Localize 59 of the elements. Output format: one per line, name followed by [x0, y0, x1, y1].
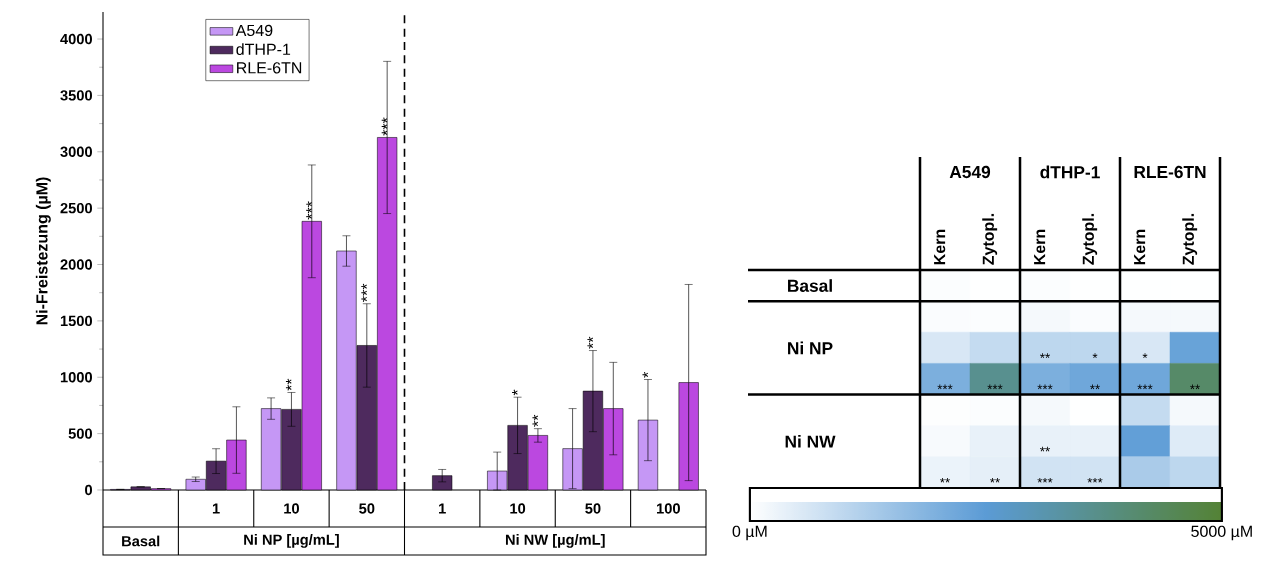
y-tick-label: Basal: [788, 279, 832, 292]
y-tick-label: Ni NP: [788, 341, 833, 355]
y-tick-label: 500: [68, 428, 92, 439]
y-tick-label: 2500: [60, 202, 92, 214]
y-tick-label: 4000: [60, 33, 92, 45]
x-tick-label: Kern: [934, 229, 946, 265]
x-tick-label: 100: [657, 503, 680, 514]
y-tick-label: 3000: [60, 146, 92, 157]
data-label: ***: [361, 283, 367, 302]
x-tick-label: Zytopl.: [1182, 213, 1198, 265]
y-tick-label: 3500: [60, 90, 92, 101]
text: Ni NP [µg/mL]: [244, 534, 339, 548]
data-label: ***: [1137, 384, 1153, 390]
data-label: *: [1142, 353, 1148, 359]
x-tick-label: 1: [439, 503, 446, 514]
x-tick-label: 1: [212, 503, 220, 514]
data-label: *: [1092, 353, 1098, 359]
data-label: ***: [987, 384, 1003, 390]
x-tick-label: Kern: [1134, 229, 1146, 265]
data-label: **: [1040, 446, 1050, 452]
x-tick-label: 10: [284, 503, 299, 514]
y-tick-label: 1000: [60, 372, 92, 383]
text: A549: [949, 165, 991, 179]
data-label: **: [1190, 384, 1200, 390]
data-label: ***: [1087, 477, 1103, 483]
data-label: **: [587, 336, 594, 349]
data-label: **: [940, 477, 950, 483]
data-label: **: [990, 477, 1000, 483]
x-tick-label: 50: [585, 503, 601, 514]
legend-label: dTHP-1: [236, 43, 291, 55]
color-bar-label: 0 µM: [732, 525, 767, 541]
x-tick-label: 10: [510, 503, 526, 514]
text: Basal: [122, 535, 160, 547]
data-label: *: [642, 371, 649, 378]
data-label: **: [1090, 384, 1100, 390]
data-label: ***: [381, 117, 388, 136]
data-label: **: [1040, 353, 1050, 359]
data-label: ***: [937, 384, 953, 390]
text: dTHP-1: [1040, 165, 1100, 179]
x-tick-label: 50: [359, 503, 375, 514]
text: Ni NW [µg/mL]: [505, 534, 605, 548]
data-label: ***: [1037, 384, 1053, 390]
data-label: ***: [1037, 477, 1053, 483]
y-tick-label: Ni NW: [785, 434, 836, 448]
data-label: **: [532, 414, 539, 427]
data-label: **: [285, 378, 292, 391]
y-tick-label: 1500: [60, 315, 92, 327]
data-label: *: [512, 389, 518, 396]
y-tick-label: 0: [85, 484, 92, 496]
x-tick-label: Zytopl.: [982, 213, 998, 265]
text: RLE-6TN: [1134, 165, 1206, 179]
y-axis-title: Ni-Freistezung (µM): [35, 177, 51, 325]
x-tick-label: Zytopl.: [1082, 213, 1098, 265]
data-label: ***: [306, 201, 312, 220]
y-tick-label: 2000: [60, 259, 92, 270]
legend-label: RLE-6TN: [237, 62, 302, 74]
x-tick-label: Kern: [1034, 229, 1046, 265]
legend-label: A549: [235, 24, 273, 37]
color-bar-label: 5000 µM: [1191, 525, 1252, 541]
